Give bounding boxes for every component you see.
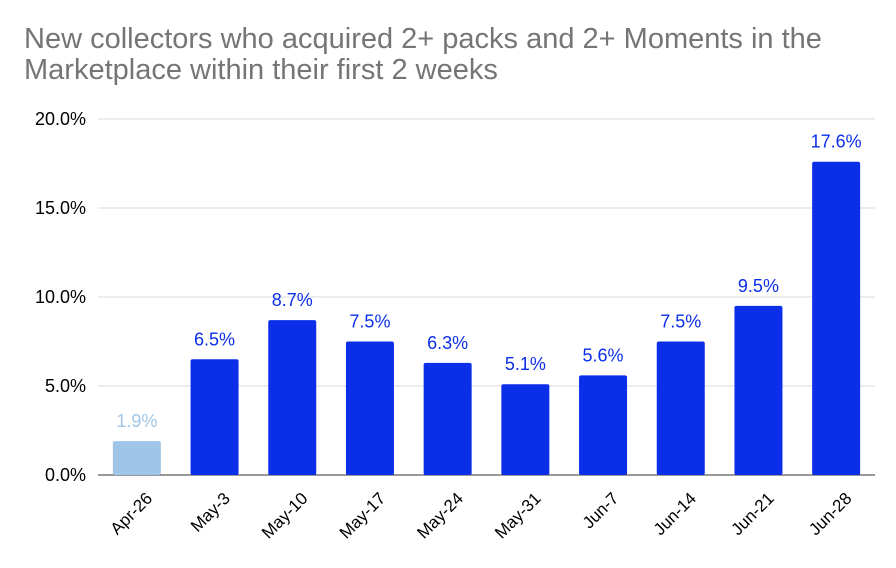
bar — [268, 320, 317, 475]
x-tick-label: May-17 — [336, 489, 390, 543]
bar — [345, 341, 394, 475]
bar — [112, 441, 161, 475]
data-label: 6.3% — [427, 333, 468, 353]
data-label: 7.5% — [660, 312, 701, 332]
bar — [812, 161, 861, 475]
bar — [423, 362, 472, 475]
bar — [190, 359, 239, 475]
y-axis-ticks: 0.0% 5.0% 10.0% 15.0% 20.0% — [35, 109, 86, 485]
x-axis-ticks: Apr-26 May-3 May-10 May-17 May-24 May-31 Jun-7… — [107, 489, 856, 543]
x-tick-label: May-10 — [258, 489, 312, 543]
y-tick-label: 20.0% — [35, 109, 86, 129]
data-labels: 1.9% 6.5% 8.7% 7.5% 6.3% 5.1% 5.6% 7.5% 9.5% 17.6… — [116, 132, 861, 431]
data-label: 1.9% — [116, 411, 157, 431]
data-label: 8.7% — [272, 290, 313, 310]
data-label: 9.5% — [738, 276, 779, 296]
x-tick-label: Jun-28 — [805, 489, 855, 539]
data-label: 17.6% — [811, 132, 862, 152]
bar — [656, 341, 705, 475]
x-tick-label: May-3 — [187, 489, 234, 536]
x-tick-label: Jun-7 — [579, 489, 623, 533]
x-tick-label: Apr-26 — [107, 489, 157, 539]
bar — [501, 384, 550, 475]
bar — [579, 375, 628, 475]
chart-title: New collectors who acquired 2+ packs and… — [24, 23, 822, 86]
data-label: 5.1% — [505, 354, 546, 374]
y-tick-label: 15.0% — [35, 198, 86, 218]
bars — [112, 161, 861, 475]
data-label: 6.5% — [194, 329, 235, 349]
data-label: 7.5% — [349, 312, 390, 332]
y-tick-label: 0.0% — [45, 465, 86, 485]
x-tick-label: Jun-14 — [650, 489, 700, 539]
bar — [734, 305, 783, 475]
x-tick-label: May-24 — [413, 489, 467, 543]
y-tick-label: 10.0% — [35, 287, 86, 307]
data-label: 5.6% — [583, 345, 624, 365]
y-tick-label: 5.0% — [45, 376, 86, 396]
x-tick-label: May-31 — [491, 489, 545, 543]
x-tick-label: Jun-21 — [728, 489, 778, 539]
